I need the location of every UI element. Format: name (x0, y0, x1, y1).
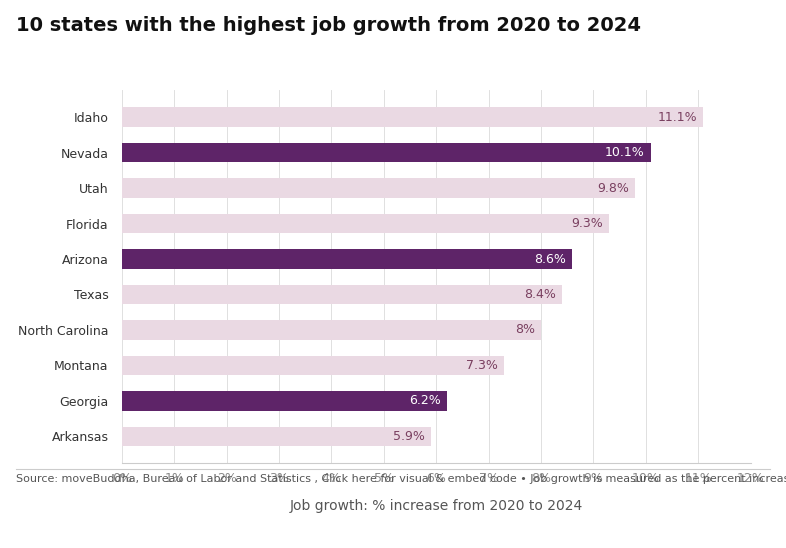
Text: 11.1%: 11.1% (658, 111, 697, 124)
Text: 7.3%: 7.3% (466, 359, 498, 372)
Text: Source: moveBuddha, Bureau of Labor and Statistics , Click here for visual & emb: Source: moveBuddha, Bureau of Labor and … (16, 474, 786, 484)
Text: 10 states with the highest job growth from 2020 to 2024: 10 states with the highest job growth fr… (16, 16, 641, 36)
Bar (122, 249, 572, 269)
Text: 10.1%: 10.1% (605, 146, 645, 159)
Bar (122, 426, 431, 446)
Text: 8.4%: 8.4% (523, 288, 556, 301)
X-axis label: Job growth: % increase from 2020 to 2024: Job growth: % increase from 2020 to 2024 (289, 499, 583, 513)
Bar (122, 107, 703, 127)
Text: 8%: 8% (515, 323, 534, 336)
Bar (122, 178, 635, 198)
Text: 9.3%: 9.3% (571, 217, 603, 230)
Text: 6.2%: 6.2% (409, 395, 440, 407)
Bar (122, 356, 505, 375)
Bar (122, 214, 609, 233)
Bar (122, 391, 446, 410)
Text: 9.8%: 9.8% (597, 181, 629, 195)
Bar (122, 143, 651, 162)
Bar (122, 285, 562, 304)
Text: 5.9%: 5.9% (393, 430, 424, 443)
Bar (122, 320, 541, 340)
Text: 8.6%: 8.6% (534, 253, 566, 265)
